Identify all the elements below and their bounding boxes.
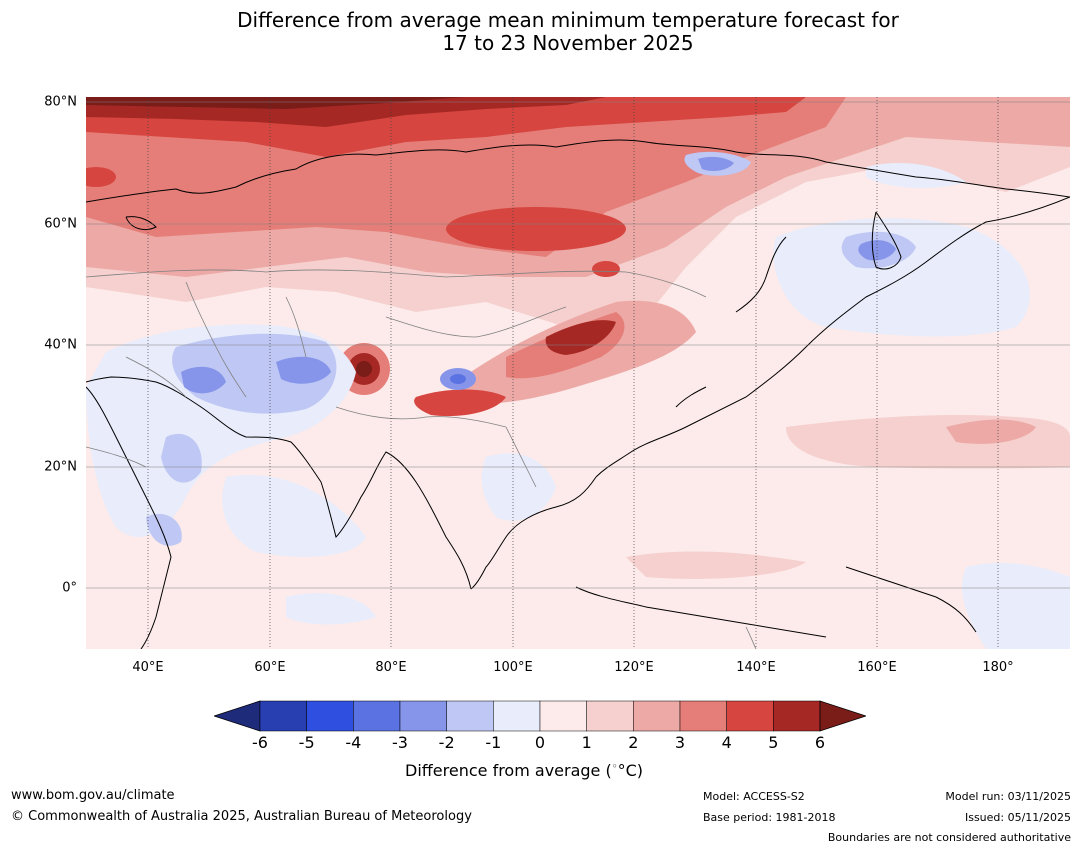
disclaimer-text: Boundaries are not considered authoritat…	[827, 831, 1071, 844]
lon-label-120e: 120°E	[614, 660, 654, 675]
lon-label-100e: 100°E	[493, 660, 533, 675]
lon-label-160e: 160°E	[857, 660, 897, 675]
model-run-text: Model run: 03/11/2025	[945, 790, 1071, 803]
model-text: Model: ACCESS-S2	[703, 790, 805, 803]
colorbar-segment	[633, 700, 681, 732]
anomaly-contours	[86, 97, 1070, 649]
colorbar-segment	[773, 700, 821, 732]
colorbar-segment	[446, 700, 494, 732]
base-period-text: Base period: 1981-2018	[703, 811, 836, 824]
colorbar-tick-label: -4	[345, 733, 362, 752]
copyright-text: © Commonwealth of Australia 2025, Austra…	[11, 809, 472, 824]
lat-label-20n: 20°N	[44, 459, 77, 475]
colorbar-tick-label: 3	[674, 733, 686, 752]
colorbar-extend-low	[214, 700, 261, 732]
lon-label-40e: 40°E	[132, 660, 164, 675]
chart-title: Difference from average mean minimum tem…	[0, 9, 1081, 55]
colorbar-extend-high	[819, 700, 866, 732]
colorbar-segment	[399, 700, 447, 732]
colorbar-tick-label: -6	[252, 733, 268, 752]
colorbar-tick-label: 6	[814, 733, 826, 752]
colorbar-segment	[586, 700, 634, 732]
lat-label-80n: 80°N	[44, 94, 77, 110]
lat-label-equator: 0°	[62, 580, 77, 596]
meridians	[147, 97, 999, 649]
colorbar-label: Difference from average (◦°C)	[405, 761, 644, 780]
colorbar-tick-label: 1	[581, 733, 592, 752]
colorbar-segment	[493, 700, 541, 732]
colorbar-segment	[353, 700, 401, 732]
graticule	[86, 101, 1070, 589]
colorbar-segment	[539, 700, 587, 732]
colorbar-tick-label: -3	[392, 733, 408, 752]
colorbar-label-unit: °C	[617, 761, 637, 780]
issued-text: Issued: 05/11/2025	[964, 811, 1071, 824]
colorbar-tick-label: 5	[768, 733, 779, 752]
lon-label-180: 180°	[982, 660, 1014, 675]
lon-label-60e: 60°E	[254, 660, 286, 675]
coastlines	[86, 139, 1070, 649]
colorbar-segment	[306, 700, 354, 732]
title-line-2: 17 to 23 November 2025	[442, 31, 694, 55]
temperature-anomaly-map	[86, 97, 1070, 649]
colorbar-tick-label: 4	[721, 733, 732, 752]
colorbar-tick-label: -2	[438, 733, 455, 752]
colorbar-tick-label: 0	[534, 733, 546, 752]
title-line-1: Difference from average mean minimum tem…	[237, 8, 899, 32]
website-link[interactable]: www.bom.gov.au/climate	[11, 788, 175, 803]
colorbar-tick-label: -5	[298, 733, 315, 752]
colorbar-label-prefix: Difference from average (	[405, 761, 612, 780]
lon-label-140e: 140°E	[736, 660, 776, 675]
colorbar-segment	[726, 700, 774, 732]
lat-label-40n: 40°N	[44, 337, 77, 353]
lat-label-60n: 60°N	[44, 216, 77, 232]
country-borders	[86, 269, 757, 649]
colorbar	[214, 700, 866, 732]
colorbar-label-suffix: )	[636, 761, 644, 780]
colorbar-segment	[259, 700, 307, 732]
colorbar-tick-label: -1	[485, 733, 502, 752]
colorbar-tick-label: 2	[628, 733, 639, 752]
colorbar-segment	[679, 700, 727, 732]
lon-label-80e: 80°E	[375, 660, 407, 675]
